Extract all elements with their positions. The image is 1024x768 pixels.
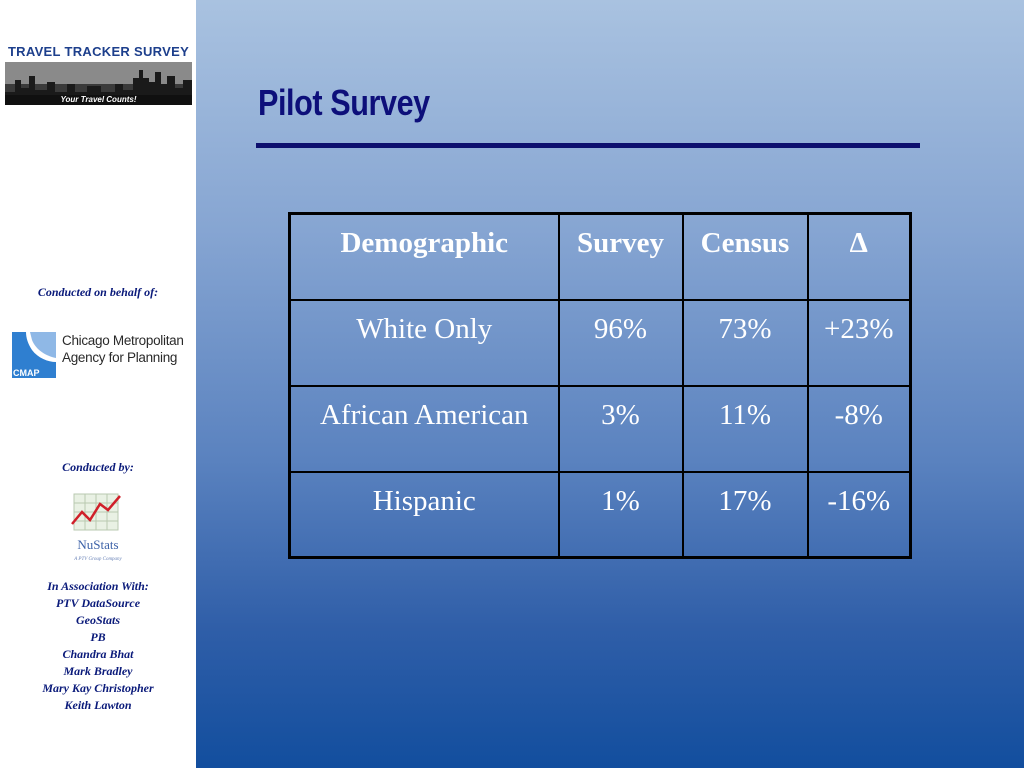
table-cell: 96% (557, 298, 684, 387)
header-demographic: Demographic (288, 212, 560, 301)
table-cell: -8% (806, 384, 912, 473)
table-cell: 11% (681, 384, 809, 473)
demographic-table: Demographic Survey Census Δ White Only 9… (288, 212, 912, 559)
table-header-row: Demographic Survey Census Δ (288, 212, 912, 301)
nustats-subtitle: A PTV Group Company (74, 557, 122, 562)
table-cell: -16% (806, 470, 912, 559)
table-cell: +23% (806, 298, 912, 387)
nustats-logo: NuStats A PTV Group Company (62, 490, 134, 570)
association-item: PTV DataSource (55, 596, 141, 610)
nustats-chart-icon (71, 493, 121, 531)
logo-tagline: Your Travel Counts! (60, 95, 137, 104)
table-cell: White Only (288, 298, 560, 387)
table-cell: 73% (681, 298, 809, 387)
association-item: PB (90, 630, 106, 644)
association-heading: In Association With: (47, 579, 149, 593)
table-cell: 1% (557, 470, 684, 559)
cmap-mark-icon: CMAP (12, 332, 56, 378)
sidebar: TRAVEL TRACKER SURVEY Your Travel Counts… (0, 0, 196, 768)
behalf-label: Conducted on behalf of: (37, 285, 159, 299)
nustats-name: NuStats (77, 537, 119, 552)
table-row: White Only 96% 73% +23% (288, 298, 912, 387)
cmap-name-line2: Agency for Planning (62, 350, 178, 365)
association-item: Chandra Bhat (62, 647, 134, 661)
table-cell: Hispanic (288, 470, 560, 559)
association-item: GeoStats (75, 613, 120, 627)
table-cell: 17% (681, 470, 809, 559)
association-item: Keith Lawton (64, 698, 132, 712)
table-row: African American 3% 11% -8% (288, 384, 912, 473)
travel-tracker-survey-logo: TRAVEL TRACKER SURVEY Your Travel Counts… (5, 42, 192, 105)
association-list: In Association With: PTV DataSource GeoS… (0, 578, 196, 714)
cmap-mark-text: CMAP (13, 368, 40, 378)
cmap-name: Chicago Metropolitan Agency for Planning (62, 332, 192, 366)
association-item: Mary Kay Christopher (42, 681, 154, 695)
header-survey: Survey (557, 212, 684, 301)
conducted-by-label: Conducted by: (62, 460, 134, 474)
title-underline (256, 143, 920, 148)
logo-title: TRAVEL TRACKER SURVEY (7, 44, 190, 59)
association-item: Mark Bradley (63, 664, 133, 678)
table-cell: African American (288, 384, 560, 473)
header-census: Census (681, 212, 809, 301)
table-cell: 3% (557, 384, 684, 473)
page-title: Pilot Survey (258, 82, 430, 123)
cmap-logo: CMAP Chicago Metropolitan Agency for Pla… (12, 330, 188, 378)
header-delta: Δ (806, 212, 912, 301)
skyline-banner-icon (5, 62, 192, 105)
cmap-name-line1: Chicago Metropolitan (62, 333, 184, 348)
table-row: Hispanic 1% 17% -16% (288, 470, 912, 559)
